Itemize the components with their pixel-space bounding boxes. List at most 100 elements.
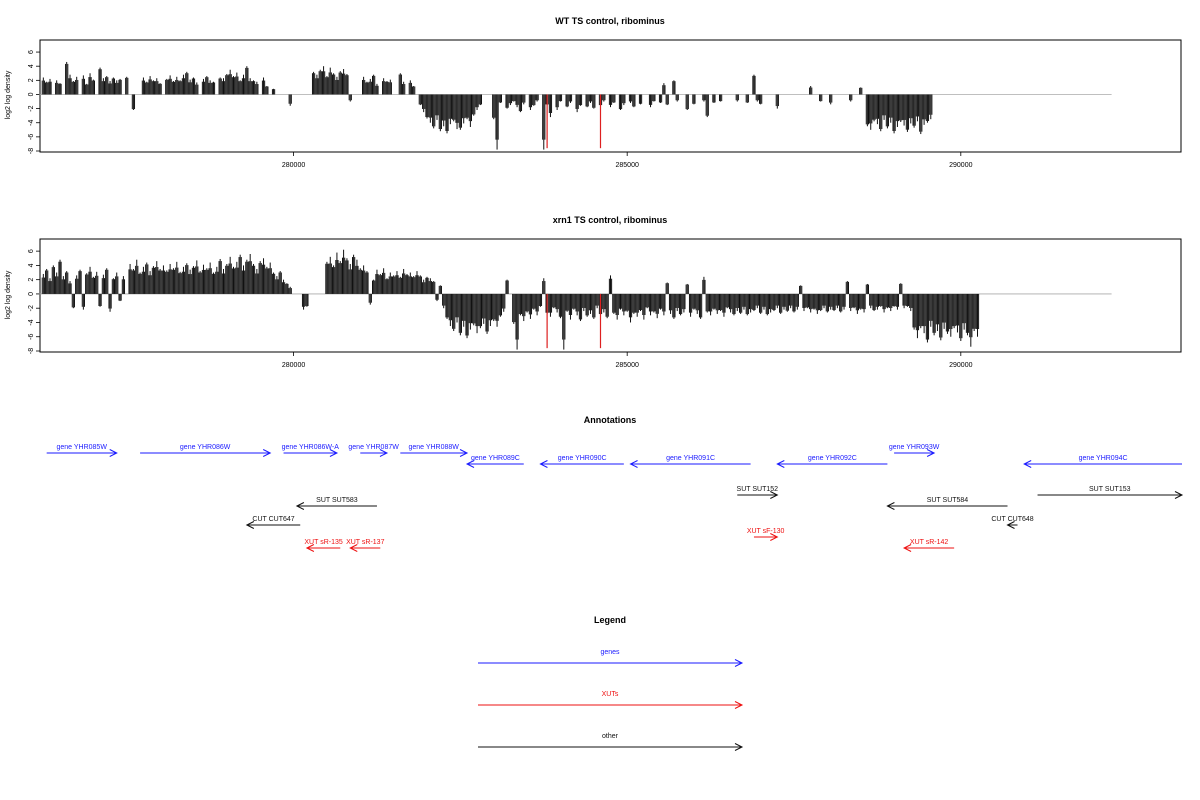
annotations-title: Annotations bbox=[584, 415, 637, 425]
legend-arrow-icon bbox=[734, 701, 744, 709]
strand-arrow-icon bbox=[1006, 521, 1015, 529]
y-tick-label: -4 bbox=[28, 120, 35, 126]
y-tick-label: 6 bbox=[28, 249, 35, 253]
feature-label: XUT sR-135 bbox=[304, 539, 342, 546]
annotation-feature: gene YHR090C bbox=[539, 455, 624, 468]
y-tick-label: -6 bbox=[28, 334, 35, 340]
annotation-feature: XUT sR-137 bbox=[346, 539, 385, 552]
feature-label: gene YHR089C bbox=[471, 455, 520, 462]
xrn1-density-panel: xrn1 TS control, ribominus log2 log dens… bbox=[5, 215, 1182, 369]
strand-arrow-icon bbox=[886, 502, 895, 510]
legend: Legend genes XUTs other bbox=[478, 615, 744, 751]
strand-arrow-icon bbox=[770, 533, 779, 541]
y-axis-label: log2 log density bbox=[5, 70, 12, 119]
legend-arrow-icon bbox=[734, 743, 744, 751]
strand-arrow-icon bbox=[109, 449, 118, 457]
y-tick-label: 2 bbox=[28, 78, 35, 82]
annotation-feature: SUT SUT584 bbox=[886, 497, 1008, 510]
annotation-feature: gene YHR093W bbox=[889, 444, 940, 457]
feature-label: gene YHR087W bbox=[348, 444, 399, 451]
strand-arrow-icon bbox=[902, 544, 912, 552]
x-tick-label: 280000 bbox=[282, 362, 305, 369]
feature-label: SUT SUT153 bbox=[1089, 486, 1131, 493]
strand-arrow-icon bbox=[465, 460, 475, 468]
wt-density-panel: WT TS control, ribominus log2 log densit… bbox=[5, 16, 1182, 169]
x-axis: 280000 285000 290000 bbox=[282, 152, 973, 169]
feature-label: gene YHR091C bbox=[666, 455, 715, 462]
strand-arrow-icon bbox=[329, 449, 339, 457]
annotation-feature: SUT SUT583 bbox=[295, 497, 377, 510]
y-tick-label: -8 bbox=[28, 148, 35, 154]
y-tick-label: 0 bbox=[28, 92, 35, 96]
annotation-feature: gene YHR089C bbox=[465, 455, 524, 468]
y-tick-label: -4 bbox=[28, 319, 35, 325]
strand-arrow-icon bbox=[1174, 491, 1184, 499]
legend-arrow-icon bbox=[734, 659, 744, 667]
strand-arrow-icon bbox=[305, 544, 315, 552]
legend-label: other bbox=[602, 733, 619, 740]
feature-label: SUT SUT583 bbox=[316, 497, 358, 504]
annotation-feature: gene YHR091C bbox=[629, 455, 751, 468]
y-tick-label: -2 bbox=[28, 105, 35, 111]
y-tick-label: 0 bbox=[28, 292, 35, 296]
feature-label: XUT sF-130 bbox=[747, 528, 785, 535]
panel-title: WT TS control, ribominus bbox=[555, 16, 665, 26]
annotation-feature: XUT sR-135 bbox=[304, 539, 343, 552]
y-tick-label: -6 bbox=[28, 134, 35, 140]
x-tick-label: 285000 bbox=[616, 162, 639, 169]
y-tick-label: 6 bbox=[28, 50, 35, 54]
legend-label: XUTs bbox=[602, 691, 619, 698]
plot-frame bbox=[39, 39, 1182, 153]
strand-arrow-icon bbox=[379, 449, 389, 457]
annotation-feature: gene YHR088W bbox=[400, 444, 469, 457]
annotations-track: Annotations gene YHR085W gene YHR086W gene… bbox=[46, 415, 1184, 552]
x-tick-label: 285000 bbox=[616, 362, 639, 369]
feature-label: CUT CUT647 bbox=[252, 516, 294, 523]
strand-arrow-icon bbox=[539, 460, 548, 468]
feature-label: XUT sR-137 bbox=[346, 539, 384, 546]
x-tick-label: 290000 bbox=[949, 162, 972, 169]
plot-frame bbox=[39, 238, 1182, 353]
feature-label: gene YHR090C bbox=[558, 455, 607, 462]
strand-arrow-icon bbox=[1023, 460, 1032, 468]
annotation-feature: gene YHR087W bbox=[348, 444, 399, 457]
strand-arrow-icon bbox=[770, 491, 779, 499]
feature-label: CUT CUT648 bbox=[991, 516, 1033, 523]
feature-label: gene YHR085W bbox=[56, 444, 107, 451]
annotation-feature: CUT CUT647 bbox=[245, 516, 301, 529]
annotation-feature: CUT CUT648 bbox=[991, 516, 1034, 529]
strand-arrow-icon bbox=[245, 521, 255, 529]
annotation-feature: XUT sF-130 bbox=[747, 528, 785, 541]
x-tick-label: 280000 bbox=[282, 162, 305, 169]
annotation-feature: gene YHR086W-A bbox=[282, 444, 340, 457]
strand-arrow-icon bbox=[295, 502, 305, 510]
annotation-feature: SUT SUT152 bbox=[737, 486, 779, 499]
feature-label: SUT SUT152 bbox=[737, 486, 779, 493]
y-tick-label: 2 bbox=[28, 278, 35, 282]
annotation-feature: gene YHR094C bbox=[1023, 455, 1182, 468]
legend-title: Legend bbox=[594, 615, 626, 625]
legend-entry: XUTs bbox=[478, 691, 744, 709]
feature-label: gene YHR086W-A bbox=[282, 444, 340, 451]
feature-label: SUT SUT584 bbox=[927, 497, 969, 504]
feature-label: gene YHR092C bbox=[808, 455, 857, 462]
legend-label: genes bbox=[600, 649, 620, 656]
strand-arrow-icon bbox=[349, 544, 358, 552]
strand-arrow-icon bbox=[629, 460, 638, 468]
y-axis-label: log2 log density bbox=[5, 270, 12, 319]
highlight-bars bbox=[546, 94, 602, 149]
annotation-items: gene YHR085W gene YHR086W gene YHR086W-A ge… bbox=[46, 444, 1184, 552]
strand-arrow-icon bbox=[459, 449, 469, 457]
x-tick-label: 290000 bbox=[949, 362, 972, 369]
y-tick-label: 4 bbox=[28, 64, 35, 68]
feature-label: gene YHR088W bbox=[408, 444, 459, 451]
annotation-feature: SUT SUT153 bbox=[1037, 486, 1184, 499]
y-tick-label: -8 bbox=[28, 348, 35, 354]
y-axis: 6 4 2 0 -2 -4 -6 -8 bbox=[28, 50, 40, 154]
annotation-feature: gene YHR092C bbox=[776, 455, 888, 468]
feature-label: gene YHR093W bbox=[889, 444, 940, 451]
legend-entry: genes bbox=[478, 649, 744, 667]
legend-entries: genes XUTs other bbox=[478, 649, 744, 751]
legend-entry: other bbox=[478, 733, 744, 751]
